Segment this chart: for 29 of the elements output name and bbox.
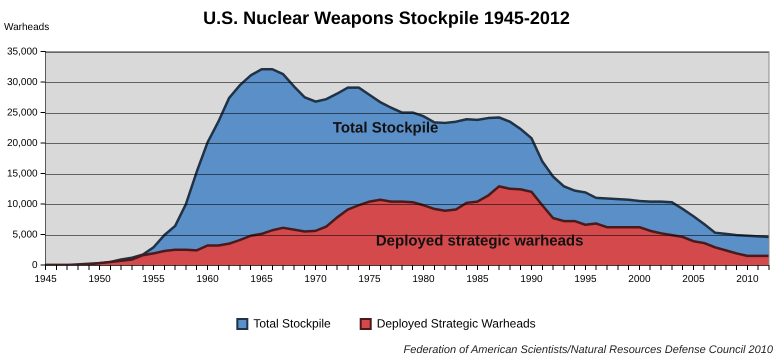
annotation: Total Stockpile — [332, 120, 438, 137]
x-tick-label: 1995 — [574, 274, 598, 285]
y-tick-label: 5,000 — [12, 229, 38, 240]
x-tick-label: 2010 — [736, 274, 759, 285]
x-tick-label: 1975 — [358, 274, 382, 285]
x-tick-label: 1985 — [466, 274, 490, 285]
y-tick-label: 15,000 — [6, 168, 38, 180]
legend-label: Deployed Strategic Warheads — [376, 316, 536, 330]
y-tick-label: 0 — [32, 260, 38, 271]
y-tick-label: 30,000 — [6, 76, 38, 88]
text: Federation of American Scientists/Natural Resources Defense Council 2010 — [404, 344, 773, 356]
annotation: Deployed strategic warheads — [376, 232, 584, 250]
y-tick-label: 35,000 — [6, 46, 38, 58]
y-tick-label: 10,000 — [6, 198, 38, 210]
y-tick-label: 20,000 — [6, 138, 38, 149]
x-tick-label: 1965 — [250, 274, 274, 285]
x-tick-label: 1970 — [304, 274, 328, 285]
x-tick-label: 1980 — [412, 274, 436, 285]
x-tick-label: 1960 — [196, 274, 220, 285]
x-tick-label: 1990 — [520, 274, 544, 285]
y-tick-label: 25,000 — [6, 107, 38, 118]
chart-title: U.S. Nuclear Weapons Stockpile 1945-2012 — [203, 8, 570, 28]
x-tick-label: 1945 — [34, 274, 58, 285]
x-tick-label: 2000 — [628, 274, 651, 285]
x-tick-label: 1950 — [88, 274, 112, 285]
x-tick-label: 1955 — [142, 274, 166, 285]
x-tick-label: 2005 — [682, 274, 705, 285]
y-axis-title: Warheads — [4, 22, 50, 33]
legend-label: Total Stockpile — [253, 316, 332, 330]
